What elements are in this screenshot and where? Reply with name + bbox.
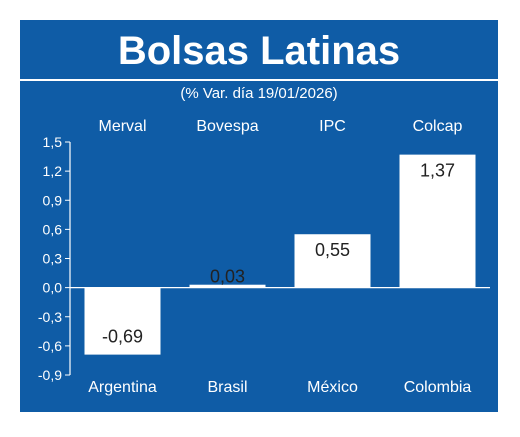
data-label: 0,55 <box>315 240 350 260</box>
category-label: México <box>307 379 358 396</box>
index-label: Bovespa <box>196 118 258 135</box>
y-tick-label: -0,3 <box>38 309 62 325</box>
bar-colombia <box>399 154 476 288</box>
data-label: 0,03 <box>210 267 245 287</box>
y-tick-label: 1,2 <box>43 163 63 179</box>
bar-méxico <box>294 234 371 288</box>
y-tick-label: -0,6 <box>38 338 62 354</box>
index-label: Merval <box>98 118 146 135</box>
chart-subtitle: (% Var. día 19/01/2026) <box>180 85 337 102</box>
bars <box>84 154 476 355</box>
data-label: 1,37 <box>420 161 455 181</box>
category-label: Brasil <box>207 379 247 396</box>
data-label: -0,69 <box>102 327 143 347</box>
bar-brasil <box>189 284 266 288</box>
y-tick-label: 0,9 <box>43 192 63 208</box>
index-label: Colcap <box>413 118 463 135</box>
y-tick-label: 0,3 <box>43 251 63 267</box>
category-label: Colombia <box>404 379 472 396</box>
data-labels: -0,69 0,03 0,55 1,37 <box>102 161 455 347</box>
chart-title: Bolsas Latinas <box>118 29 400 73</box>
y-tick-label: 0,6 <box>43 221 63 237</box>
category-labels: Argentina Brasil México Colombia <box>88 379 471 396</box>
y-tick-label: -0,9 <box>38 367 62 383</box>
category-label: Argentina <box>88 379 157 396</box>
bar-argentina <box>84 287 161 355</box>
y-tick-label: 1,5 <box>43 134 63 150</box>
y-tick-label: 0,0 <box>43 280 63 296</box>
index-label: IPC <box>319 118 346 135</box>
index-labels: Merval Bovespa IPC Colcap <box>98 118 462 135</box>
